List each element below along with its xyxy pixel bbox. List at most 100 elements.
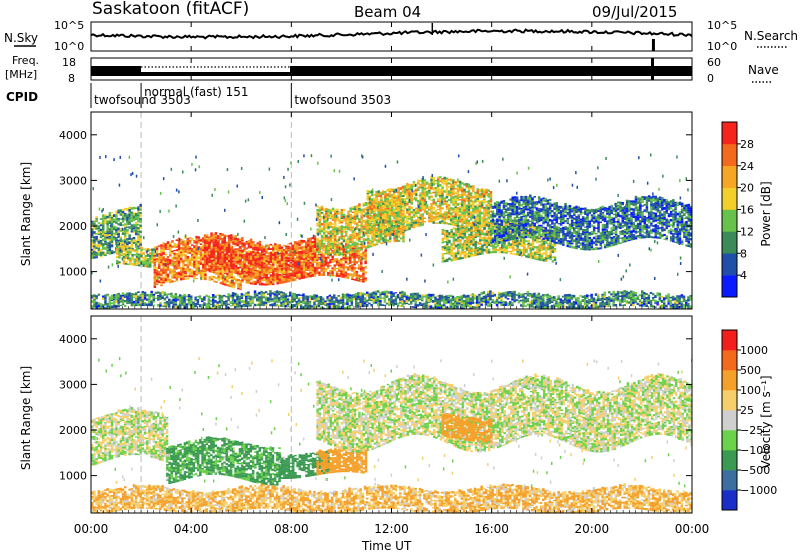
echo-cell [516, 235, 519, 238]
echo-cell [355, 254, 359, 257]
echo-cell [197, 256, 201, 260]
echo-cell [445, 214, 449, 217]
echo-cell [445, 193, 449, 196]
echo-cell [323, 247, 326, 249]
echo-cell [329, 237, 333, 239]
echo-cell [446, 243, 449, 246]
echo-cell [353, 269, 356, 272]
echo-cell [490, 219, 493, 223]
echo-cell [459, 241, 462, 244]
echo-cell [296, 245, 299, 248]
echo-cell [260, 263, 264, 267]
echo-cell [401, 201, 405, 204]
echo-cell [307, 253, 310, 256]
echo-cell [291, 247, 295, 250]
echo-cell [474, 193, 477, 197]
echo-cell [106, 222, 109, 226]
echo-cell [254, 255, 257, 259]
echo-cell [545, 252, 548, 255]
echo-cell [291, 263, 295, 266]
echo-cell [274, 279, 277, 282]
echo-cell [353, 213, 357, 216]
echo-cell [307, 269, 310, 271]
echo-cell [139, 206, 142, 209]
echo-cell [360, 218, 363, 220]
echo-cell [263, 258, 266, 261]
echo-cell [417, 179, 420, 182]
echo-cell [436, 214, 440, 217]
echo-cell [225, 234, 229, 238]
echo-cell [274, 245, 277, 248]
echo-cell [483, 241, 486, 244]
echo-cell [346, 268, 350, 271]
echo-cell [360, 227, 363, 230]
echo-cell [151, 260, 154, 264]
echo-cell [311, 243, 315, 246]
echo-cell [329, 213, 333, 216]
echo-cell [458, 220, 462, 223]
echo-cell [505, 223, 508, 227]
echo-cell [263, 255, 266, 259]
echo-cell [227, 255, 231, 258]
echo-cell [212, 255, 215, 258]
echo-cell [459, 225, 462, 228]
echo-cell [450, 229, 453, 231]
echo-cell [364, 238, 368, 242]
echo-cell [95, 247, 98, 250]
echo-cell [283, 257, 286, 259]
echo-cell [344, 271, 348, 273]
echo-cell [450, 198, 453, 202]
echo-cell [542, 242, 546, 245]
echo-cell [93, 231, 96, 234]
echo-cell [212, 246, 215, 249]
echo-cell [285, 245, 288, 248]
echo-cell [395, 227, 398, 230]
echo-cell [458, 194, 462, 197]
echo-cell [457, 233, 460, 236]
echo-cell [307, 248, 310, 251]
echo-cell [195, 254, 198, 256]
echo-cell [340, 232, 344, 236]
echo-cell [485, 214, 488, 217]
echo-cell [401, 192, 405, 195]
echo-cell [362, 227, 366, 231]
echo-cell [430, 210, 433, 213]
echo-cell [197, 271, 201, 275]
echo-cell [472, 208, 475, 211]
echo-cell [353, 208, 357, 211]
echo-cell [245, 252, 249, 255]
echo-cell [208, 238, 211, 240]
echo-cell [318, 247, 322, 251]
echo-cell [223, 236, 226, 240]
echo-cell [318, 244, 322, 247]
echo-cell [461, 214, 464, 217]
echo-cell [434, 189, 438, 192]
echo-cell [549, 253, 552, 256]
echo-cell [327, 245, 330, 248]
echo-cell [338, 225, 341, 228]
echo-cell [335, 272, 339, 274]
echo-cell [358, 211, 361, 214]
echo-cell [323, 236, 326, 239]
echo-cell [135, 230, 138, 232]
echo-cell [184, 259, 187, 262]
echo-cell [382, 213, 385, 216]
echo-cell [397, 208, 400, 211]
echo-cell [397, 193, 400, 196]
echo-cell [397, 217, 400, 220]
echo-cell [280, 258, 284, 261]
echo-cell [457, 257, 460, 261]
echo-cell [298, 258, 301, 262]
echo-cell [392, 229, 396, 233]
echo-cell [329, 241, 333, 243]
echo-cell [130, 246, 134, 249]
echo-cell [102, 243, 105, 246]
echo-cell [208, 247, 211, 249]
echo-cell [329, 217, 333, 220]
echo-cell [97, 250, 101, 254]
echo-cell [436, 185, 440, 187]
echo-cell [461, 206, 464, 208]
echo-cell [476, 230, 480, 232]
echo-cell [463, 245, 467, 248]
echo-cell [241, 261, 244, 264]
